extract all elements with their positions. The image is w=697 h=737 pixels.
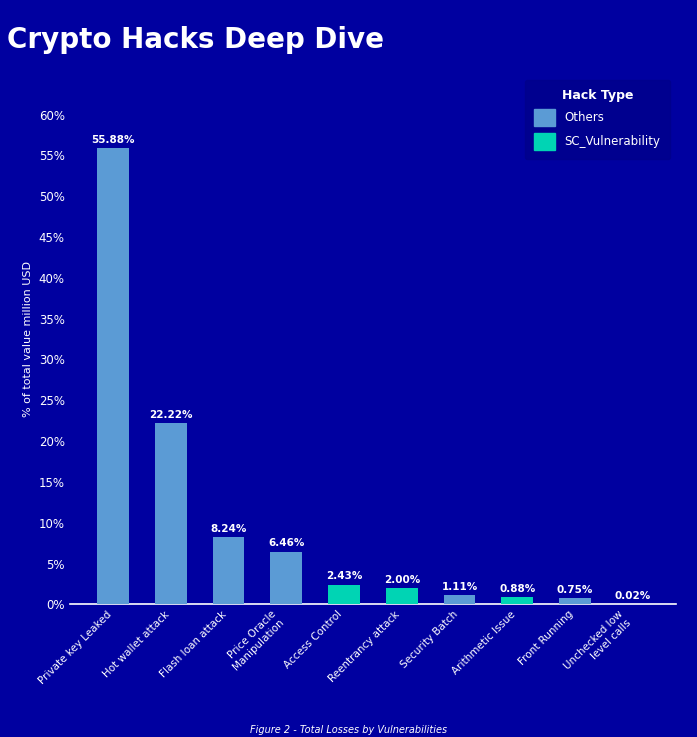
Bar: [213, 537, 245, 604]
Text: Crypto Hacks Deep Dive: Crypto Hacks Deep Dive: [7, 26, 384, 54]
Bar: [386, 588, 418, 604]
Bar: [328, 584, 360, 604]
Y-axis label: % of total value million USD: % of total value million USD: [23, 261, 33, 417]
Text: 6.46%: 6.46%: [268, 538, 305, 548]
Legend: Others, SC_Vulnerability: Others, SC_Vulnerability: [525, 80, 671, 159]
Bar: [501, 597, 533, 604]
Text: 0.02%: 0.02%: [615, 591, 651, 601]
Text: 55.88%: 55.88%: [91, 135, 135, 145]
Bar: [270, 551, 302, 604]
Text: 0.75%: 0.75%: [557, 585, 593, 595]
Text: 2.00%: 2.00%: [383, 575, 420, 584]
Bar: [98, 148, 129, 604]
Text: 2.43%: 2.43%: [325, 571, 362, 581]
Text: 1.11%: 1.11%: [441, 582, 477, 592]
Text: 22.22%: 22.22%: [149, 410, 192, 419]
Text: Figure 2 - Total Losses by Vulnerabilities: Figure 2 - Total Losses by Vulnerabiliti…: [250, 725, 447, 736]
Bar: [155, 423, 187, 604]
Text: 8.24%: 8.24%: [210, 524, 247, 534]
Text: 0.88%: 0.88%: [499, 584, 535, 594]
Bar: [443, 595, 475, 604]
Bar: [559, 598, 591, 604]
